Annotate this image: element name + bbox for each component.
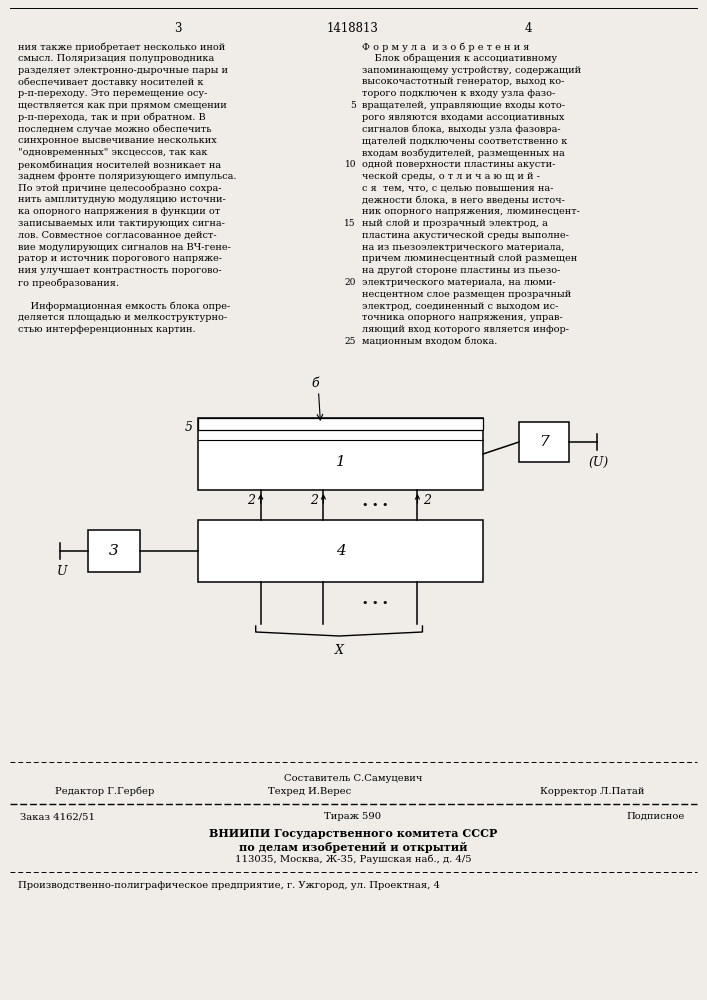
Text: р-п-перехода, так и при обратном. В: р-п-перехода, так и при обратном. В [18, 113, 206, 122]
Text: 1: 1 [336, 455, 346, 469]
Text: смысл. Поляризация полупроводника: смысл. Поляризация полупроводника [18, 54, 214, 63]
Text: причем люминесцентный слой размещен: причем люминесцентный слой размещен [362, 254, 577, 263]
Text: Информационная емкость блока опре-: Информационная емкость блока опре- [18, 302, 230, 311]
Text: деляется площадью и мелкоструктурно-: деляется площадью и мелкоструктурно- [18, 313, 227, 322]
Text: 2: 2 [310, 493, 318, 506]
Text: записываемых или тактирующих сигна-: записываемых или тактирующих сигна- [18, 219, 225, 228]
Text: заднем фронте поляризующего импульса.: заднем фронте поляризующего импульса. [18, 172, 237, 181]
Text: ный слой и прозрачный электрод, а: ный слой и прозрачный электрод, а [362, 219, 548, 228]
Text: входам возбудителей, размещенных на: входам возбудителей, размещенных на [362, 148, 565, 158]
Text: Заказ 4162/51: Заказ 4162/51 [20, 812, 95, 821]
Text: торого подключен к входу узла фазо-: торого подключен к входу узла фазо- [362, 89, 555, 98]
Text: Редактор Г.Гербер: Редактор Г.Гербер [55, 787, 154, 796]
Text: 10: 10 [344, 160, 356, 169]
Text: Подписное: Подписное [626, 812, 685, 821]
Text: Техред И.Верес: Техред И.Верес [269, 787, 351, 796]
Text: с я  тем, что, с целью повышения на-: с я тем, что, с целью повышения на- [362, 184, 554, 193]
Text: 2: 2 [423, 493, 431, 506]
Text: 5: 5 [185, 421, 193, 434]
Text: высокочастотный генератор, выход ко-: высокочастотный генератор, выход ко- [362, 77, 564, 86]
Text: обеспечивает доставку носителей к: обеспечивает доставку носителей к [18, 77, 204, 87]
Text: Блок обращения к ассоциативному: Блок обращения к ассоциативному [362, 54, 557, 63]
Text: нить амплитудную модуляцию источни-: нить амплитудную модуляцию источни- [18, 195, 226, 204]
Text: на из пьезоэлектрического материала,: на из пьезоэлектрического материала, [362, 243, 564, 252]
Bar [198, 520, 483, 582]
Text: 4: 4 [525, 22, 532, 35]
Text: Производственно-полиграфическое предприятие, г. Ужгород, ул. Проектная, 4: Производственно-полиграфическое предприя… [18, 881, 440, 890]
Text: Корректор Л.Патай: Корректор Л.Патай [540, 787, 645, 796]
Text: Тираж 590: Тираж 590 [325, 812, 382, 821]
Text: 15: 15 [344, 219, 356, 228]
Text: ческой среды, о т л и ч а ю щ и й -: ческой среды, о т л и ч а ю щ и й - [362, 172, 540, 181]
Text: последнем случае можно обеспечить: последнем случае можно обеспечить [18, 125, 211, 134]
Text: 2: 2 [247, 493, 255, 506]
Text: Составитель С.Самуцевич: Составитель С.Самуцевич [284, 774, 422, 783]
Text: рого являются входами ассоциативных: рого являются входами ассоциативных [362, 113, 564, 122]
Text: Ф о р м у л а  и з о б р е т е н и я: Ф о р м у л а и з о б р е т е н и я [362, 42, 530, 51]
Text: несцентном слое размещен прозрачный: несцентном слое размещен прозрачный [362, 290, 571, 299]
Text: электрод, соединенный с выходом ис-: электрод, соединенный с выходом ис- [362, 302, 559, 311]
Text: 3: 3 [109, 544, 119, 558]
Text: 4: 4 [336, 544, 346, 558]
Text: 25: 25 [344, 337, 356, 346]
Text: ка опорного напряжения в функции от: ка опорного напряжения в функции от [18, 207, 220, 216]
Bar [88, 530, 140, 572]
Text: (U): (U) [589, 456, 609, 469]
Text: дежности блока, в него введены источ-: дежности блока, в него введены источ- [362, 195, 565, 204]
Bar [198, 418, 483, 430]
Text: U: U [57, 565, 67, 578]
Text: сигналов блока, выходы узла фазовра-: сигналов блока, выходы узла фазовра- [362, 125, 561, 134]
Text: р-п-переходу. Это перемещение осу-: р-п-переходу. Это перемещение осу- [18, 89, 207, 98]
Text: на другой стороне пластины из пьезо-: на другой стороне пластины из пьезо- [362, 266, 561, 275]
Text: ратор и источник порогового напряже-: ратор и источник порогового напряже- [18, 254, 222, 263]
Bar [519, 422, 569, 462]
Text: X: X [334, 644, 344, 657]
Text: б: б [312, 377, 320, 390]
Text: По этой причине целесообразно сохра-: По этой причине целесообразно сохра- [18, 184, 221, 193]
Text: одной поверхности пластины акусти-: одной поверхности пластины акусти- [362, 160, 556, 169]
Text: ния также приобретает несколько иной: ния также приобретает несколько иной [18, 42, 226, 51]
Text: 113035, Москва, Ж-35, Раушская наб., д. 4/5: 113035, Москва, Ж-35, Раушская наб., д. … [235, 855, 472, 864]
Text: рекомбинация носителей возникает на: рекомбинация носителей возникает на [18, 160, 221, 169]
Bar [198, 418, 483, 490]
Text: синхронное высвечивание нескольких: синхронное высвечивание нескольких [18, 136, 217, 145]
Text: точника опорного напряжения, управ-: точника опорного напряжения, управ- [362, 313, 563, 322]
Text: ния улучшает контрастность порогово-: ния улучшает контрастность порогово- [18, 266, 221, 275]
Text: вие модулирующих сигналов на ВЧ-гене-: вие модулирующих сигналов на ВЧ-гене- [18, 243, 231, 252]
Text: разделяет электронно-дырочные пары и: разделяет электронно-дырочные пары и [18, 66, 228, 75]
Text: стью интерференционных картин.: стью интерференционных картин. [18, 325, 196, 334]
Text: запоминающему устройству, содержащий: запоминающему устройству, содержащий [362, 66, 581, 75]
Text: по делам изобретений и открытий: по делам изобретений и открытий [239, 842, 467, 853]
Text: лов. Совместное согласованное дейст-: лов. Совместное согласованное дейст- [18, 231, 216, 240]
Text: • • •: • • • [362, 598, 389, 608]
Text: 5: 5 [350, 101, 356, 110]
Text: • • •: • • • [362, 500, 389, 510]
Text: ВНИИПИ Государственного комитета СССР: ВНИИПИ Государственного комитета СССР [209, 828, 497, 839]
Text: пластина акустической среды выполне-: пластина акустической среды выполне- [362, 231, 569, 240]
Text: вращателей, управляющие входы кото-: вращателей, управляющие входы кото- [362, 101, 565, 110]
Text: го преобразования.: го преобразования. [18, 278, 119, 288]
Text: "одновременных" эксцессов, так как: "одновременных" эксцессов, так как [18, 148, 207, 157]
Text: 1418813: 1418813 [327, 22, 379, 35]
Text: электрического материала, на люми-: электрического материала, на люми- [362, 278, 556, 287]
Text: ник опорного напряжения, люминесцент-: ник опорного напряжения, люминесцент- [362, 207, 580, 216]
Text: ществляется как при прямом смещении: ществляется как при прямом смещении [18, 101, 227, 110]
Text: щателей подключены соответственно к: щателей подключены соответственно к [362, 136, 568, 145]
Text: 20: 20 [344, 278, 356, 287]
Text: ляющий вход которого является инфор-: ляющий вход которого является инфор- [362, 325, 569, 334]
Text: мационным входом блока.: мационным входом блока. [362, 337, 498, 346]
Text: 7: 7 [539, 435, 549, 449]
Text: 3: 3 [174, 22, 182, 35]
